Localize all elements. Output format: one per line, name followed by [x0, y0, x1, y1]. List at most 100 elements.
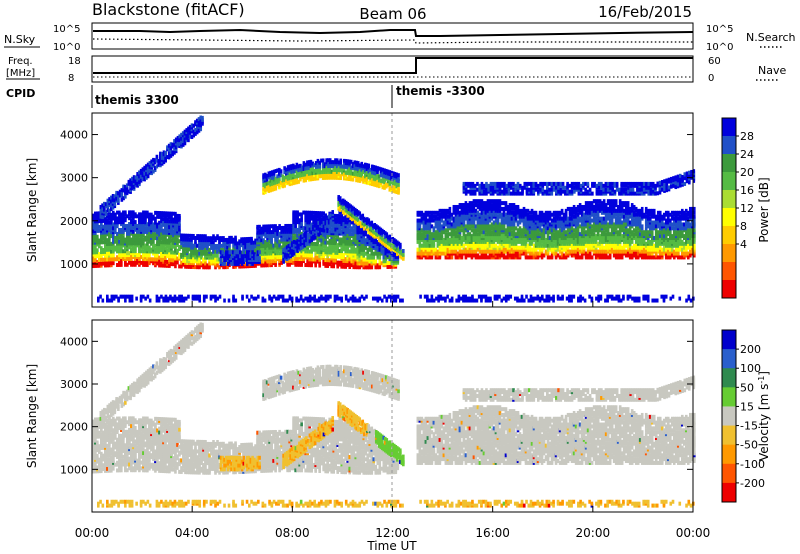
power-cell — [194, 265, 197, 270]
power-cell — [646, 208, 650, 213]
power-cell — [296, 210, 299, 215]
power-cell — [348, 249, 352, 254]
power-cell — [530, 247, 534, 252]
power-cell — [92, 229, 95, 234]
power-cell — [316, 238, 319, 243]
power-cell — [146, 235, 149, 240]
power-cell — [156, 240, 159, 245]
power-cell — [366, 247, 370, 252]
power-cell — [416, 232, 420, 237]
power-cell — [294, 233, 297, 238]
power-cell — [364, 238, 368, 243]
power-cell — [326, 246, 329, 251]
power-cell — [328, 238, 331, 243]
power-cell — [112, 222, 115, 227]
power-cell — [452, 236, 456, 241]
power-cell — [120, 253, 123, 258]
power-cell — [468, 232, 472, 237]
power-cell — [570, 206, 574, 211]
power-cell — [492, 206, 496, 211]
power-cell — [642, 239, 646, 244]
power-cell — [116, 216, 119, 221]
power-cell — [522, 234, 526, 239]
power-cell — [194, 239, 197, 244]
power-cell — [420, 243, 424, 248]
power-cell — [264, 224, 267, 229]
power-cell — [624, 218, 628, 223]
power-cell — [110, 241, 113, 246]
power-cell — [620, 220, 624, 225]
power-cell — [188, 237, 191, 242]
power-cell — [598, 222, 602, 227]
power-cell — [496, 199, 500, 204]
power-cell — [498, 204, 502, 209]
power-cell — [494, 199, 498, 204]
power-cell — [102, 257, 105, 262]
nsky-frame — [91, 22, 694, 50]
power-cell — [224, 237, 227, 242]
power-cell — [474, 216, 478, 221]
power-cell — [576, 255, 580, 260]
power-cell — [560, 226, 564, 231]
power-cell — [350, 253, 354, 258]
power-cell — [152, 257, 155, 262]
power-cell — [180, 245, 183, 250]
power-cell — [620, 245, 624, 250]
power-cell — [144, 210, 147, 215]
power-cell — [284, 258, 287, 263]
power-cell — [168, 248, 171, 253]
power-cell — [476, 216, 480, 221]
power-cell — [368, 234, 372, 239]
power-cell — [452, 204, 456, 209]
power-cell — [114, 230, 117, 235]
power-cell — [364, 265, 368, 270]
power-cell — [154, 216, 157, 221]
power-cell — [600, 201, 604, 206]
power-cell — [100, 250, 103, 255]
power-cell — [182, 262, 185, 267]
power-cell — [492, 226, 496, 231]
power-cell — [172, 211, 175, 216]
power-cell — [632, 204, 636, 209]
power-cell — [124, 210, 127, 215]
power-cell — [318, 211, 321, 216]
power-cell — [342, 243, 346, 248]
power-cell — [584, 230, 588, 235]
power-cell — [500, 201, 504, 206]
power-cell — [352, 228, 356, 233]
power-cell — [374, 259, 378, 264]
power-cell — [294, 262, 297, 267]
power-cell — [628, 239, 632, 244]
power-cell — [426, 247, 430, 252]
power-cell — [204, 247, 207, 252]
power-cell — [608, 199, 612, 204]
power-cell — [440, 218, 444, 223]
power-cell — [96, 248, 99, 253]
power-cell — [442, 251, 446, 256]
power-cell — [186, 233, 189, 238]
power-cell — [160, 236, 163, 241]
power-cell — [510, 216, 514, 221]
power-cell — [260, 226, 263, 231]
power-cell — [570, 243, 574, 248]
power-cell — [370, 255, 374, 260]
power-cell — [268, 224, 271, 229]
power-cell — [518, 253, 522, 258]
power-cell — [162, 253, 165, 258]
power-cell — [172, 240, 175, 245]
power-cell — [590, 201, 594, 206]
power-cell — [162, 220, 165, 225]
power-cell — [584, 204, 588, 209]
power-cell — [316, 218, 319, 223]
power-cell — [160, 211, 163, 216]
power-cell — [438, 232, 442, 237]
power-cell — [132, 220, 135, 225]
power-cell — [436, 210, 440, 215]
power-cell — [334, 227, 338, 232]
power-cell — [218, 236, 221, 241]
freq-frame — [91, 55, 694, 83]
power-cell — [446, 208, 450, 213]
power-cell — [430, 232, 434, 237]
power-cell — [116, 231, 119, 236]
power-cell — [166, 248, 169, 253]
